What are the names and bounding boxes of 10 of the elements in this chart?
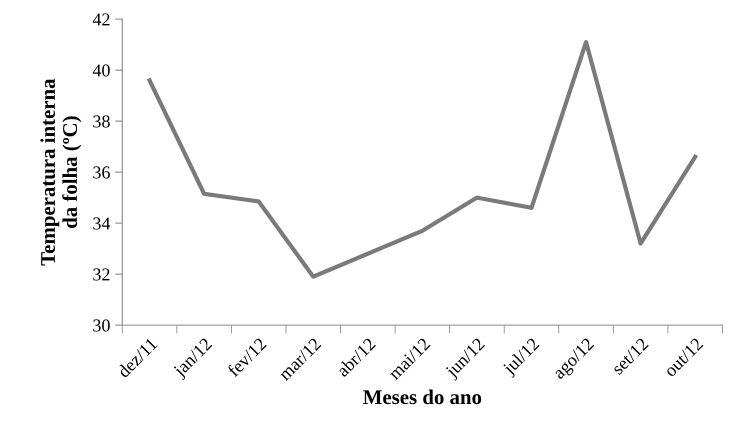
y-tick-label: 42 [92, 13, 110, 26]
y-tick-label: 36 [93, 166, 110, 179]
x-axis-title: Meses do ano [363, 390, 482, 404]
y-tick-label: 38 [93, 115, 110, 128]
line-series [147, 40, 698, 279]
y-tick-label: 40 [92, 64, 110, 77]
y-tick-label: 30 [93, 319, 110, 332]
y-tick-label: 32 [93, 268, 110, 281]
y-tick-label: 34 [93, 217, 110, 230]
y-axis-title: Temperatura interna da folha (ºC) [40, 78, 82, 266]
